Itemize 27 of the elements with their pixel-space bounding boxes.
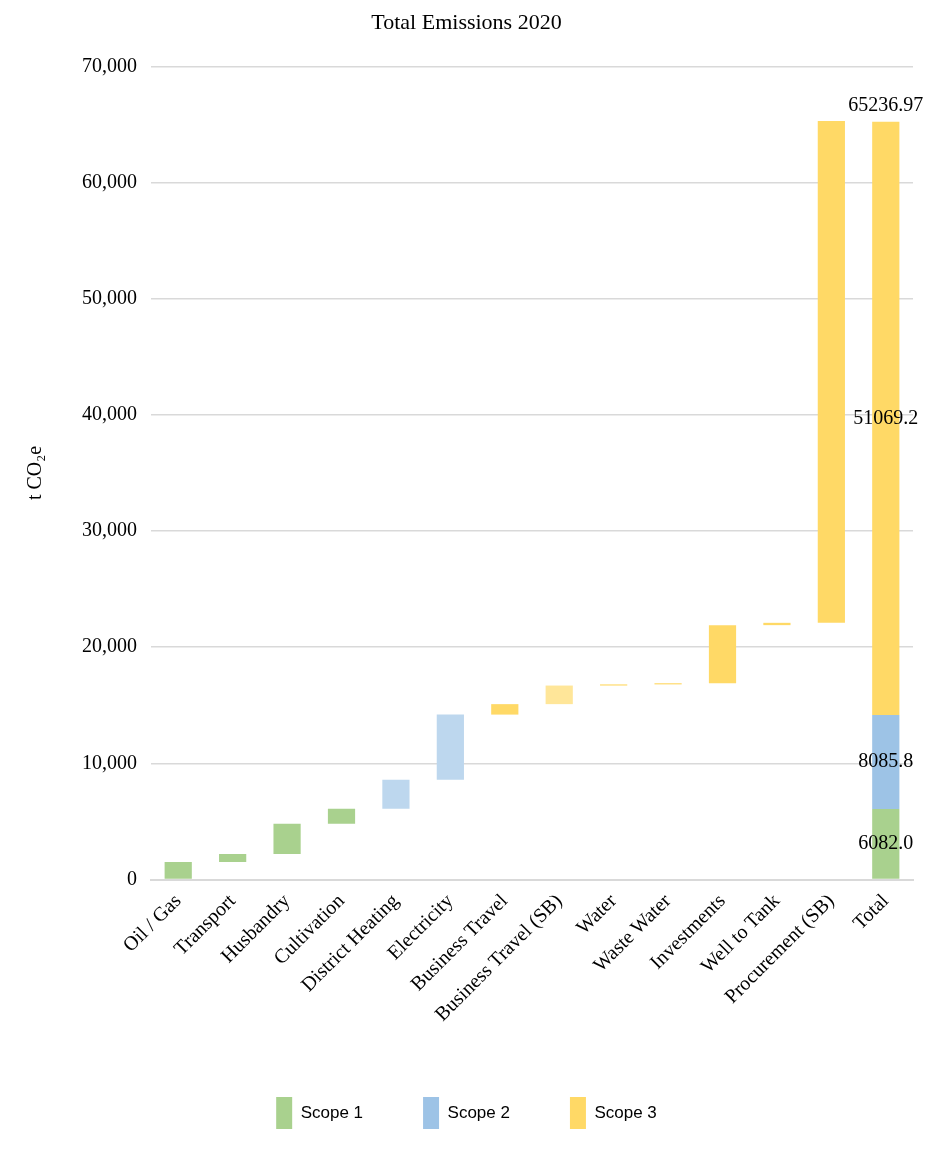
y-tick-label: 70,000: [82, 53, 137, 76]
y-tick-label: 60,000: [82, 169, 137, 192]
bar: [491, 704, 519, 715]
bar: [817, 121, 845, 623]
bar: [327, 808, 356, 824]
legend-label: Scope 1: [300, 1102, 364, 1122]
y-axis-title: t CO₂e: [23, 445, 46, 501]
bar: [273, 823, 301, 854]
y-tick-label: 30,000: [82, 518, 137, 541]
bar: [436, 714, 464, 780]
y-tick-label: 0: [127, 866, 137, 889]
chart-title: Total Emissions 2020: [371, 8, 562, 34]
y-tick-label: 40,000: [82, 402, 137, 425]
bar: [545, 685, 573, 705]
legend-label: Scope 2: [447, 1102, 510, 1122]
data-label: 51069.2: [853, 405, 919, 428]
total-label: 65236.97: [848, 92, 924, 115]
data-label: 6082.0: [858, 831, 914, 854]
bar: [382, 779, 410, 809]
y-tick-label: 20,000: [82, 634, 137, 657]
y-tick-label: 50,000: [82, 285, 137, 308]
bar: [708, 625, 737, 684]
bar: [219, 853, 247, 863]
y-tick-label: 10,000: [82, 750, 137, 773]
legend-label: Scope 3: [594, 1102, 657, 1122]
bar: [164, 862, 192, 879]
data-label: 8085.8: [858, 749, 914, 772]
